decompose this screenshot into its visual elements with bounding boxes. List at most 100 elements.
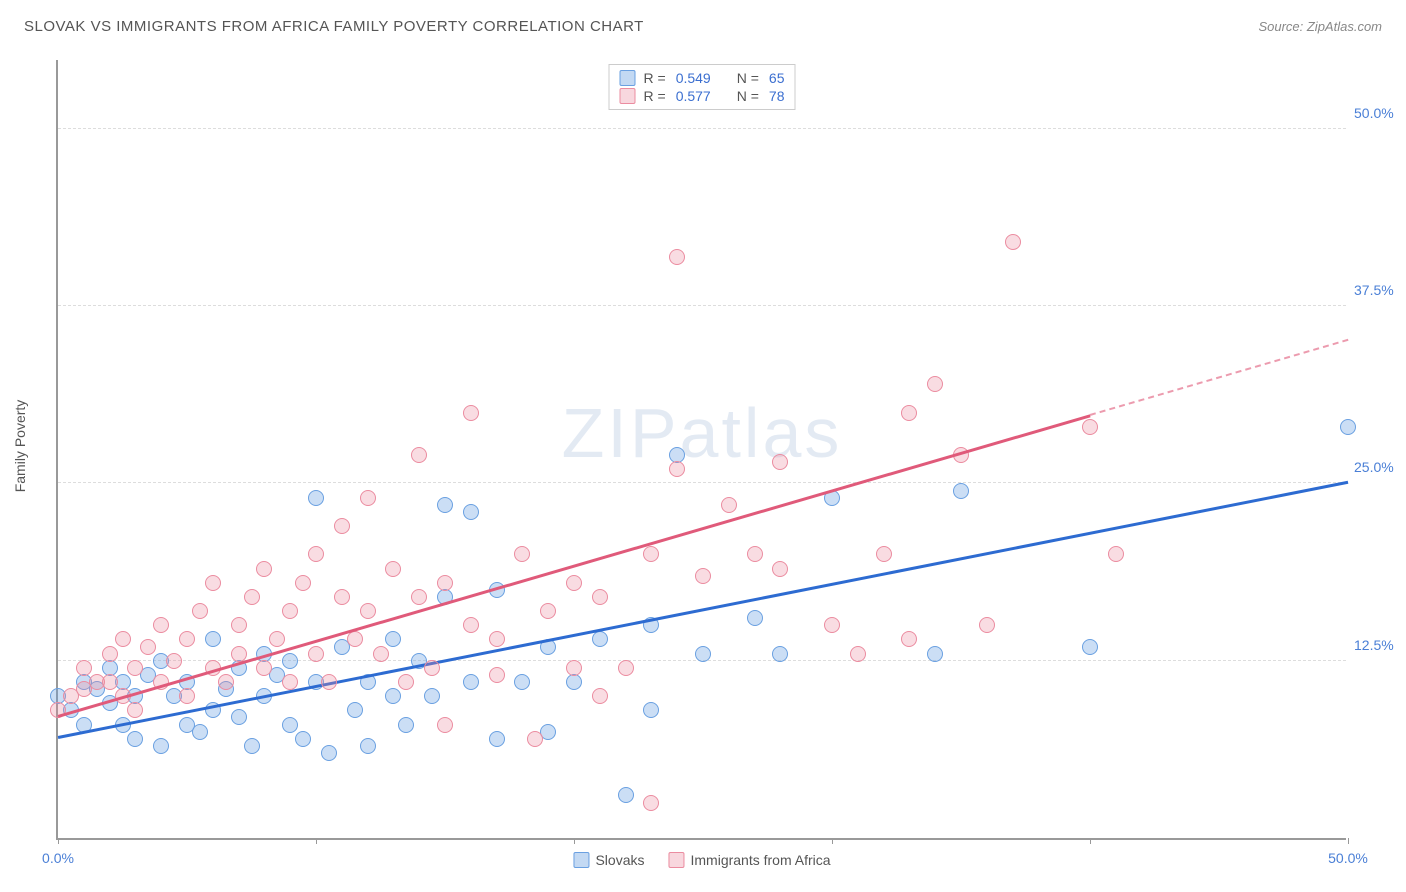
data-point-slovaks: [385, 631, 401, 647]
data-point-slovaks: [1340, 419, 1356, 435]
data-point-slovaks: [127, 731, 143, 747]
r-label: R =: [644, 88, 666, 104]
data-point-slovaks: [592, 631, 608, 647]
data-point-slovaks: [643, 702, 659, 718]
data-point-africa: [411, 589, 427, 605]
data-point-africa: [901, 631, 917, 647]
data-point-africa: [721, 497, 737, 513]
x-tick: [574, 838, 575, 844]
correlation-legend: R =0.549N =65R =0.577N =78: [609, 64, 796, 110]
data-point-slovaks: [437, 497, 453, 513]
r-label: R =: [644, 70, 666, 86]
data-point-africa: [295, 575, 311, 591]
data-point-slovaks: [308, 490, 324, 506]
data-point-africa: [282, 603, 298, 619]
data-point-slovaks: [231, 709, 247, 725]
x-tick: [316, 838, 317, 844]
data-point-africa: [256, 660, 272, 676]
data-point-africa: [127, 702, 143, 718]
data-point-africa: [256, 561, 272, 577]
title-bar: SLOVAK VS IMMIGRANTS FROM AFRICA FAMILY …: [24, 18, 1382, 35]
n-value: 78: [769, 88, 785, 104]
n-label: N =: [737, 88, 759, 104]
data-point-africa: [876, 546, 892, 562]
x-tick: [58, 838, 59, 844]
watermark: ZIPatlas: [562, 393, 843, 473]
data-point-slovaks: [747, 610, 763, 626]
data-point-africa: [321, 674, 337, 690]
data-point-slovaks: [153, 738, 169, 754]
data-point-africa: [489, 631, 505, 647]
data-point-africa: [334, 589, 350, 605]
data-point-africa: [527, 731, 543, 747]
x-tick: [832, 838, 833, 844]
y-tick-label: 50.0%: [1354, 105, 1394, 121]
data-point-africa: [1082, 419, 1098, 435]
data-point-africa: [772, 561, 788, 577]
data-point-africa: [231, 617, 247, 633]
data-point-africa: [643, 795, 659, 811]
data-point-slovaks: [244, 738, 260, 754]
data-point-africa: [140, 639, 156, 655]
data-point-slovaks: [463, 674, 479, 690]
data-point-africa: [398, 674, 414, 690]
data-point-africa: [669, 249, 685, 265]
data-point-africa: [166, 653, 182, 669]
x-tick: [1348, 838, 1349, 844]
data-point-africa: [979, 617, 995, 633]
data-point-africa: [282, 674, 298, 690]
trend-line-slovaks: [58, 481, 1348, 739]
n-value: 65: [769, 70, 785, 86]
data-point-africa: [592, 589, 608, 605]
data-point-slovaks: [282, 717, 298, 733]
data-point-africa: [669, 461, 685, 477]
data-point-africa: [772, 454, 788, 470]
data-point-africa: [347, 631, 363, 647]
data-point-slovaks: [385, 688, 401, 704]
data-point-slovaks: [192, 724, 208, 740]
data-point-slovaks: [953, 483, 969, 499]
data-point-africa: [618, 660, 634, 676]
series-legend: SlovaksImmigrants from Africa: [573, 852, 830, 868]
data-point-africa: [747, 546, 763, 562]
data-point-africa: [514, 546, 530, 562]
data-point-africa: [695, 568, 711, 584]
data-point-africa: [308, 546, 324, 562]
data-point-slovaks: [618, 787, 634, 803]
gridline: [58, 128, 1346, 129]
data-point-africa: [489, 667, 505, 683]
data-point-africa: [540, 603, 556, 619]
data-point-africa: [850, 646, 866, 662]
data-point-africa: [643, 546, 659, 562]
scatter-plot: ZIPatlas R =0.549N =65R =0.577N =78 Slov…: [56, 60, 1346, 840]
data-point-slovaks: [463, 504, 479, 520]
data-point-slovaks: [295, 731, 311, 747]
y-tick-label: 37.5%: [1354, 282, 1394, 298]
legend-row: R =0.577N =78: [620, 87, 785, 105]
data-point-africa: [102, 646, 118, 662]
data-point-africa: [102, 674, 118, 690]
data-point-slovaks: [282, 653, 298, 669]
data-point-africa: [179, 631, 195, 647]
y-tick-label: 25.0%: [1354, 459, 1394, 475]
data-point-slovaks: [695, 646, 711, 662]
data-point-africa: [463, 617, 479, 633]
trend-line-africa-extrapolated: [1090, 339, 1349, 417]
data-point-slovaks: [321, 745, 337, 761]
data-point-slovaks: [360, 738, 376, 754]
data-point-africa: [373, 646, 389, 662]
x-tick-label: 50.0%: [1328, 850, 1368, 866]
data-point-africa: [76, 660, 92, 676]
legend-swatch: [620, 70, 636, 86]
data-point-africa: [360, 490, 376, 506]
x-tick: [1090, 838, 1091, 844]
data-point-africa: [360, 603, 376, 619]
data-point-africa: [269, 631, 285, 647]
y-axis-label: Family Poverty: [12, 400, 28, 493]
r-value: 0.549: [676, 70, 711, 86]
data-point-africa: [566, 575, 582, 591]
data-point-slovaks: [489, 731, 505, 747]
data-point-africa: [385, 561, 401, 577]
data-point-slovaks: [1082, 639, 1098, 655]
data-point-africa: [592, 688, 608, 704]
